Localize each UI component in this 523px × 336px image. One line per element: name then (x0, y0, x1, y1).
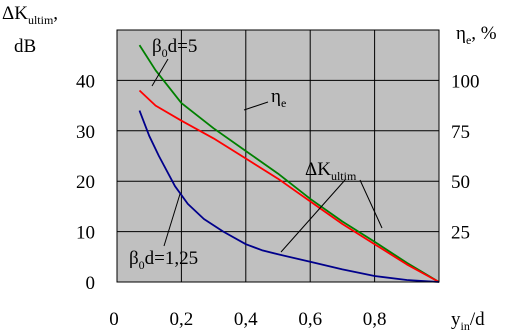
plot-frame (116, 29, 440, 283)
y-left-tick-label: 0 (86, 273, 96, 294)
beta125-leader-line (163, 193, 181, 247)
y-right-label: ηe, % (456, 23, 497, 47)
y-left-tick-label: 10 (76, 223, 95, 244)
y-right-ticks: 25 50 75 100 (451, 71, 480, 243)
x-axis-label: yin/d (451, 309, 485, 333)
series-lines (138, 44, 440, 283)
y-left-tick-label: 40 (76, 71, 95, 92)
annotation-eta: ηe (271, 86, 286, 110)
y-left-label-line1: ΔKultim, (2, 3, 58, 27)
eta-leader-line (243, 101, 269, 111)
y-right-tick-label: 50 (451, 172, 470, 193)
x-tick-label: 0,6 (298, 309, 322, 330)
annotation-beta5: β0d=5 (152, 36, 197, 60)
beta5-leader-line (151, 58, 169, 87)
annotation-dk: ΔKultim (305, 159, 357, 183)
y-right-tick-label: 100 (451, 71, 480, 92)
series-line (138, 89, 440, 283)
y-left-tick-label: 20 (76, 172, 95, 193)
x-tick-label: 0,8 (363, 309, 387, 330)
series-line (138, 44, 440, 283)
dk-leader-line-2 (280, 179, 346, 253)
y-left-label-line2: dB (14, 36, 36, 57)
annotation-beta125: β0d=1,25 (129, 248, 198, 272)
x-tick-label: 0,4 (234, 309, 258, 330)
y-left-tick-label: 30 (76, 122, 95, 143)
plot-area (117, 30, 439, 282)
x-tick-label: 0,2 (170, 309, 194, 330)
series-line (138, 110, 440, 283)
y-right-tick-label: 75 (451, 122, 470, 143)
x-ticks: 0 0,2 0,4 0,6 0,8 (109, 309, 386, 330)
y-right-tick-label: 25 (451, 223, 470, 244)
y-left-ticks: 0 10 20 30 40 (76, 71, 95, 294)
dk-leader-line-1 (359, 179, 383, 229)
x-tick-label: 0 (109, 309, 119, 330)
